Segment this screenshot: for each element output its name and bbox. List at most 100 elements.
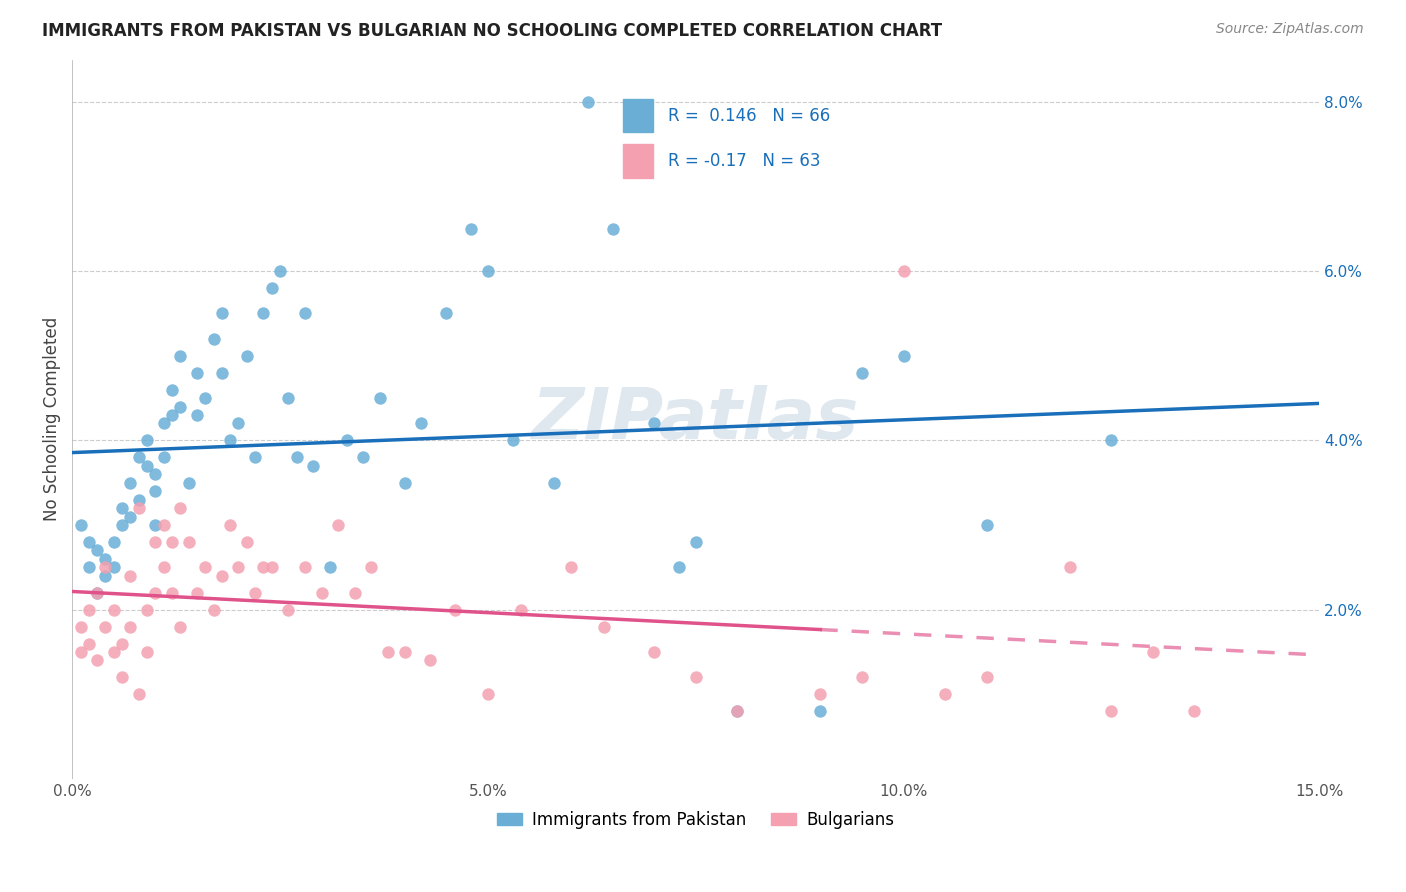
- Point: [77, 602, 100, 616]
- Point: [86, 653, 108, 667]
- Point: [360, 560, 382, 574]
- Point: [103, 560, 125, 574]
- Point: [86, 586, 108, 600]
- Point: [394, 645, 416, 659]
- Point: [211, 569, 233, 583]
- Point: [143, 586, 166, 600]
- Point: [477, 687, 499, 701]
- Point: [228, 417, 250, 431]
- Point: [177, 475, 200, 490]
- Point: [186, 408, 208, 422]
- Point: [477, 264, 499, 278]
- Point: [352, 450, 374, 465]
- Point: [160, 383, 183, 397]
- Point: [128, 501, 150, 516]
- Point: [69, 645, 91, 659]
- Bar: [623, 99, 652, 132]
- Point: [211, 366, 233, 380]
- Point: [851, 670, 873, 684]
- Point: [228, 560, 250, 574]
- Point: [368, 391, 391, 405]
- Point: [1099, 704, 1122, 718]
- Point: [443, 602, 465, 616]
- Point: [502, 434, 524, 448]
- Point: [94, 619, 117, 633]
- Point: [120, 475, 142, 490]
- Point: [186, 366, 208, 380]
- Point: [111, 636, 134, 650]
- Point: [285, 450, 308, 465]
- Point: [725, 704, 748, 718]
- Point: [460, 222, 482, 236]
- Point: [328, 518, 350, 533]
- Point: [152, 518, 174, 533]
- Point: [136, 645, 159, 659]
- Point: [77, 560, 100, 574]
- Text: IMMIGRANTS FROM PAKISTAN VS BULGARIAN NO SCHOOLING COMPLETED CORRELATION CHART: IMMIGRANTS FROM PAKISTAN VS BULGARIAN NO…: [42, 22, 942, 40]
- Point: [136, 458, 159, 473]
- Point: [136, 434, 159, 448]
- Point: [302, 458, 325, 473]
- Point: [111, 518, 134, 533]
- Point: [236, 349, 259, 363]
- Point: [169, 619, 191, 633]
- Point: [152, 450, 174, 465]
- Point: [143, 518, 166, 533]
- Point: [311, 586, 333, 600]
- Point: [976, 518, 998, 533]
- Point: [152, 417, 174, 431]
- Point: [94, 560, 117, 574]
- Point: [668, 560, 690, 574]
- Text: R = -0.17   N = 63: R = -0.17 N = 63: [668, 152, 820, 169]
- Point: [120, 509, 142, 524]
- Point: [103, 645, 125, 659]
- Point: [202, 602, 225, 616]
- Point: [211, 306, 233, 320]
- Point: [69, 619, 91, 633]
- Point: [128, 687, 150, 701]
- Point: [86, 543, 108, 558]
- Point: [543, 475, 565, 490]
- Y-axis label: No Schooling Completed: No Schooling Completed: [44, 318, 60, 522]
- Point: [510, 602, 533, 616]
- Point: [186, 586, 208, 600]
- Point: [219, 434, 242, 448]
- Point: [160, 408, 183, 422]
- Text: R =  0.146   N = 66: R = 0.146 N = 66: [668, 107, 830, 125]
- Bar: [623, 145, 652, 178]
- Point: [419, 653, 441, 667]
- Point: [143, 467, 166, 482]
- Point: [160, 535, 183, 549]
- Point: [252, 560, 274, 574]
- Legend: Immigrants from Pakistan, Bulgarians: Immigrants from Pakistan, Bulgarians: [491, 804, 901, 835]
- Point: [219, 518, 242, 533]
- Point: [335, 434, 357, 448]
- Point: [893, 349, 915, 363]
- Point: [643, 417, 665, 431]
- Point: [294, 560, 316, 574]
- Point: [128, 492, 150, 507]
- Point: [194, 560, 217, 574]
- Point: [976, 670, 998, 684]
- Point: [685, 535, 707, 549]
- Point: [120, 619, 142, 633]
- Point: [69, 518, 91, 533]
- Point: [685, 670, 707, 684]
- Point: [1059, 560, 1081, 574]
- Point: [411, 417, 433, 431]
- Point: [169, 349, 191, 363]
- Point: [103, 602, 125, 616]
- Point: [94, 552, 117, 566]
- Point: [143, 535, 166, 549]
- Point: [560, 560, 582, 574]
- Point: [152, 560, 174, 574]
- Point: [277, 391, 299, 405]
- Point: [808, 704, 831, 718]
- Point: [1142, 645, 1164, 659]
- Point: [934, 687, 956, 701]
- Point: [260, 281, 283, 295]
- Point: [1184, 704, 1206, 718]
- Point: [602, 222, 624, 236]
- Point: [319, 560, 342, 574]
- Point: [593, 619, 616, 633]
